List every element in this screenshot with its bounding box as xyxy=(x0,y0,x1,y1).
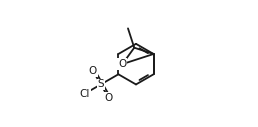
Text: S: S xyxy=(98,80,104,89)
Text: O: O xyxy=(104,93,113,103)
Text: O: O xyxy=(89,66,97,76)
Text: O: O xyxy=(118,59,126,69)
Text: Cl: Cl xyxy=(79,89,90,99)
